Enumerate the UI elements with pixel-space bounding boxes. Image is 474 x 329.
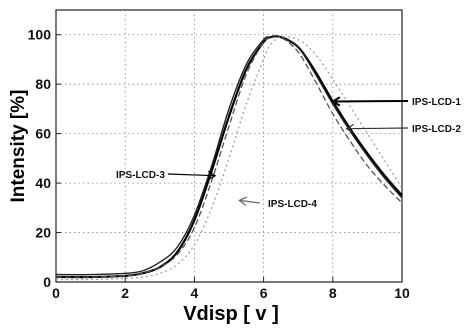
annotation-label: IPS-LCD-4 — [268, 199, 317, 210]
annotation-arrowhead — [330, 96, 341, 107]
x-tick-label: 6 — [260, 285, 268, 301]
y-tick-label: 100 — [28, 27, 52, 43]
y-tick-label: 60 — [35, 126, 51, 142]
grid — [56, 10, 402, 282]
annotation-label: IPS-LCD-1 — [412, 97, 461, 108]
series-line-4 — [55, 36, 403, 281]
series-group — [55, 35, 403, 281]
y-tick-label: 0 — [43, 274, 51, 290]
x-tick-label: 4 — [191, 285, 199, 301]
annotation-arrow — [167, 173, 216, 177]
series-line-2 — [55, 35, 403, 278]
annotation-arrow — [239, 199, 261, 204]
x-tick-label: 0 — [52, 285, 60, 301]
annotation-arrow — [346, 127, 409, 130]
series-line-3 — [55, 35, 403, 276]
x-axis-label: Vdisp [ v ] — [183, 303, 279, 325]
y-axis-label: Intensity [%] — [8, 90, 29, 203]
y-tick-label: 20 — [35, 225, 51, 241]
annotation-label: IPS-LCD-2 — [412, 124, 461, 135]
x-tick-label: 2 — [121, 285, 129, 301]
x-tick-label: 10 — [394, 285, 410, 301]
annotations: IPS-LCD-1 IPS-LCD-2 IPS-LCD-3 IPS-LCD-4 — [116, 96, 461, 210]
annotation-arrowhead — [238, 196, 248, 206]
y-tick-label: 40 — [35, 175, 51, 191]
y-tick-label: 80 — [35, 76, 51, 92]
annotation-arrowhead — [207, 170, 217, 181]
series-line-1 — [55, 35, 403, 279]
annotation-label: IPS-LCD-3 — [116, 170, 165, 181]
plot-frame — [55, 9, 403, 283]
x-tick-label: 8 — [329, 285, 337, 301]
annotation-arrowhead — [345, 123, 354, 134]
